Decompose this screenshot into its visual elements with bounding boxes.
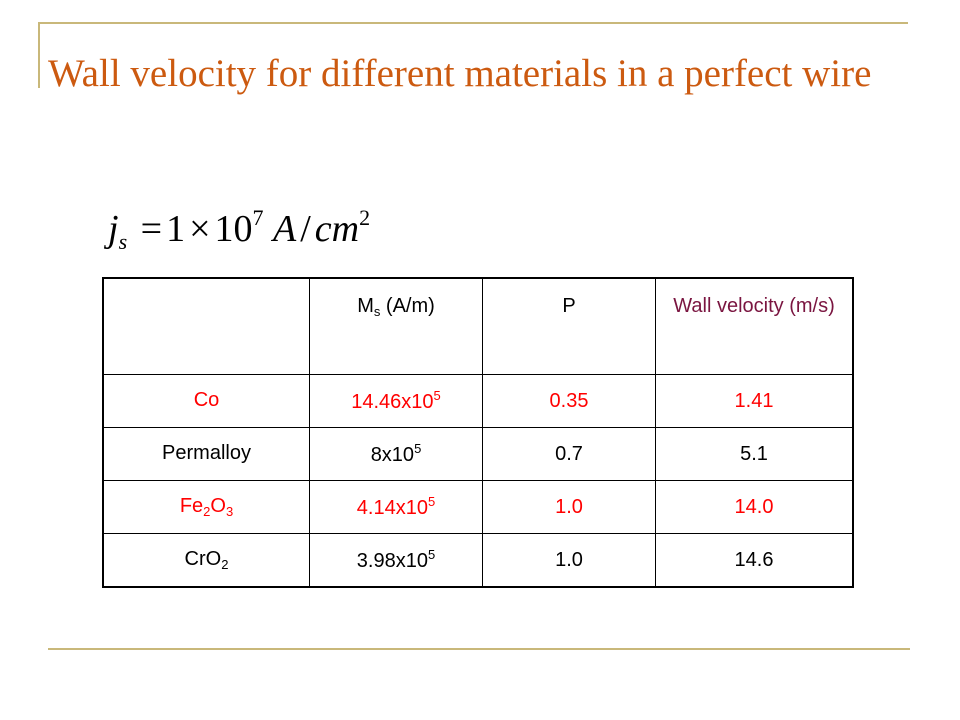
cell-p: 1.0 <box>482 480 656 534</box>
cell-ms: 4.14x105 <box>309 480 483 534</box>
table-header-row: Ms (A/m) P Wall velocity (m/s) <box>102 277 854 375</box>
frame-line-bottom <box>48 648 910 650</box>
formula-equals: = <box>140 208 163 250</box>
cell-velocity: 14.0 <box>655 480 854 534</box>
formula-unit-denominator: cm <box>314 208 360 250</box>
formula-base: 10 <box>214 208 253 250</box>
current-density-formula: js = 1 × 107 A / cm2 <box>108 205 370 255</box>
formula-exponent: 7 <box>252 205 264 230</box>
formula-coefficient: 1 <box>166 208 186 250</box>
cell-ms: 3.98x105 <box>309 533 483 588</box>
formula-unit-exponent: 2 <box>359 205 371 230</box>
slide-title: Wall velocity for different materials in… <box>48 52 872 95</box>
frame-line-top <box>40 22 908 24</box>
cell-velocity: 5.1 <box>655 427 854 481</box>
formula-subscript: s <box>118 229 128 254</box>
frame-line-left <box>38 22 40 88</box>
table-row: CrO2 3.98x105 1.0 14.6 <box>102 533 854 588</box>
cell-p: 0.35 <box>482 374 656 428</box>
cell-ms: 8x105 <box>309 427 483 481</box>
cell-velocity: 14.6 <box>655 533 854 588</box>
formula-slash: / <box>300 208 311 250</box>
header-wall-velocity: Wall velocity (m/s) <box>655 277 854 375</box>
cell-material: Co <box>102 374 310 428</box>
cell-velocity: 1.41 <box>655 374 854 428</box>
formula-unit-numerator: A <box>273 208 297 250</box>
materials-table: Ms (A/m) P Wall velocity (m/s) Co 14.46x1… <box>102 277 854 588</box>
header-material <box>102 277 310 375</box>
cell-ms: 14.46x105 <box>309 374 483 428</box>
table-row: Permalloy 8x105 0.7 5.1 <box>102 427 854 481</box>
table-row: Fe2O3 4.14x105 1.0 14.0 <box>102 480 854 534</box>
cell-material: CrO2 <box>102 533 310 588</box>
header-p: P <box>482 277 656 375</box>
formula-variable: j <box>108 208 119 250</box>
header-ms: Ms (A/m) <box>309 277 483 375</box>
cell-material: Fe2O3 <box>102 480 310 534</box>
table-row: Co 14.46x105 0.35 1.41 <box>102 374 854 428</box>
cell-p: 0.7 <box>482 427 656 481</box>
cell-material: Permalloy <box>102 427 310 481</box>
cell-p: 1.0 <box>482 533 656 588</box>
formula-times: × <box>189 208 211 250</box>
